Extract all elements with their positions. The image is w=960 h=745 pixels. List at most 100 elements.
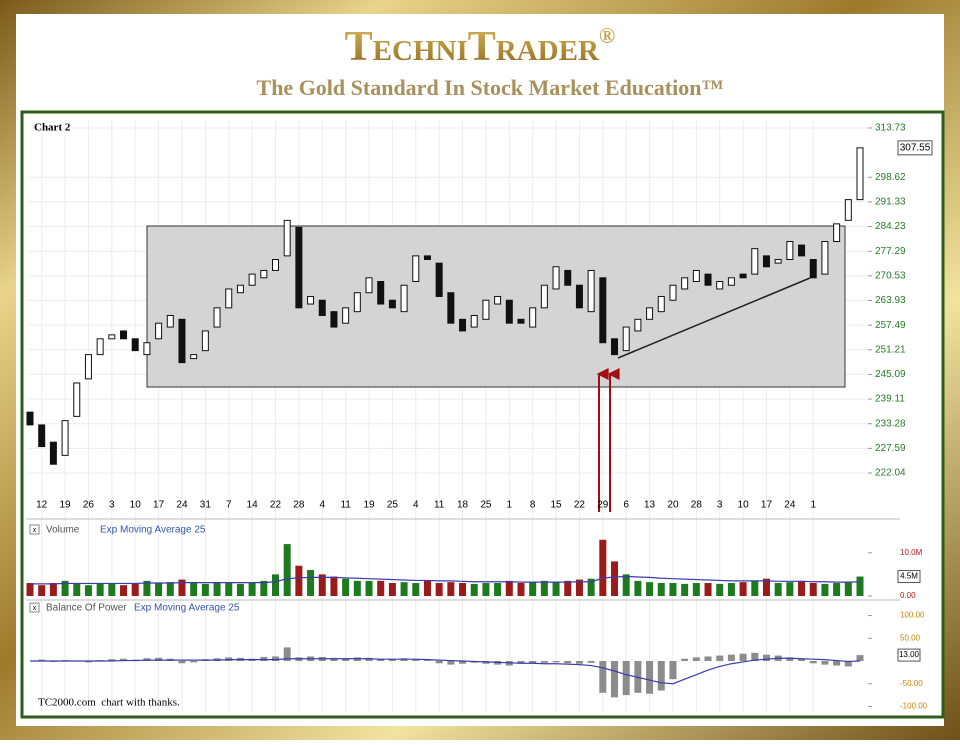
bar bbox=[424, 581, 431, 596]
bar bbox=[705, 656, 712, 661]
tagline: The Gold Standard In Stock Market Educat… bbox=[257, 75, 724, 100]
candle bbox=[763, 256, 769, 267]
y-tick-label: 227.59 bbox=[875, 443, 906, 454]
candle bbox=[144, 343, 150, 355]
x-tick-label: 12 bbox=[36, 500, 48, 511]
y-tick-label: 222.04 bbox=[875, 468, 906, 479]
candle bbox=[834, 224, 840, 242]
pane-indicator: Exp Moving Average 25 bbox=[100, 525, 206, 536]
x-tick-label: 1 bbox=[810, 500, 816, 511]
y-tick-label: 0.00 bbox=[900, 591, 916, 600]
candle bbox=[436, 263, 442, 296]
x-tick-label: 25 bbox=[480, 500, 492, 511]
bar bbox=[623, 574, 630, 596]
candle bbox=[413, 256, 419, 282]
x-tick-label: 26 bbox=[83, 500, 95, 511]
candle bbox=[237, 285, 243, 292]
bar bbox=[564, 581, 571, 596]
candle bbox=[775, 259, 781, 263]
bar bbox=[681, 659, 688, 661]
candle bbox=[787, 242, 793, 260]
bar bbox=[763, 655, 770, 661]
bar bbox=[295, 566, 302, 596]
candle bbox=[717, 282, 723, 289]
value-marker: 13.00 bbox=[899, 650, 920, 659]
bar bbox=[623, 661, 630, 695]
bar bbox=[705, 583, 712, 596]
brand: TechniTrader® bbox=[345, 23, 616, 70]
x-tick-label: 6 bbox=[623, 500, 629, 511]
candle bbox=[822, 242, 828, 275]
candle bbox=[612, 339, 618, 355]
y-tick-label: 233.28 bbox=[875, 418, 906, 429]
y-tick-label: 291.33 bbox=[875, 197, 906, 208]
candle bbox=[799, 245, 805, 256]
bar bbox=[857, 655, 864, 661]
candle bbox=[401, 285, 407, 311]
brand-name: TechniTrader bbox=[345, 24, 600, 70]
candle bbox=[389, 300, 395, 308]
y-tick-label: 263.93 bbox=[875, 295, 906, 306]
candle bbox=[156, 323, 162, 339]
bar bbox=[97, 583, 104, 596]
bar bbox=[634, 581, 641, 596]
candle bbox=[553, 267, 559, 289]
bar bbox=[494, 583, 501, 596]
value-marker: 4.5M bbox=[900, 572, 918, 581]
close-icon: x bbox=[33, 527, 37, 534]
x-tick-label: 3 bbox=[717, 500, 723, 511]
bar bbox=[751, 581, 758, 596]
bar bbox=[833, 583, 840, 596]
bar bbox=[214, 583, 221, 596]
bar bbox=[576, 661, 583, 664]
bar bbox=[272, 574, 279, 596]
y-tick-label: -100.00 bbox=[900, 702, 928, 711]
bar bbox=[178, 661, 185, 663]
candle bbox=[202, 331, 208, 351]
candle bbox=[424, 256, 430, 260]
x-tick-label: 24 bbox=[784, 500, 796, 511]
bar bbox=[740, 654, 747, 661]
bar bbox=[27, 583, 34, 596]
candle bbox=[27, 412, 33, 425]
y-tick-label: 50.00 bbox=[900, 633, 921, 642]
candle bbox=[495, 296, 501, 304]
bar bbox=[249, 583, 256, 596]
bar bbox=[342, 579, 349, 596]
bar bbox=[108, 584, 115, 596]
candle bbox=[647, 308, 653, 319]
bar bbox=[73, 583, 80, 596]
x-tick-label: 29 bbox=[597, 500, 609, 511]
candle bbox=[588, 270, 594, 311]
candle bbox=[670, 285, 676, 300]
x-tick-label: 7 bbox=[226, 500, 232, 511]
bar bbox=[541, 661, 548, 663]
x-tick-label: 1 bbox=[507, 500, 513, 511]
candle bbox=[857, 148, 863, 200]
x-tick-label: 4 bbox=[413, 500, 419, 511]
x-tick-label: 3 bbox=[109, 500, 115, 511]
candle bbox=[378, 282, 384, 305]
y-tick-label: 251.21 bbox=[875, 344, 906, 355]
y-tick-label: 10.0M bbox=[900, 548, 923, 557]
x-tick-label: 28 bbox=[691, 500, 703, 511]
candle bbox=[693, 270, 699, 281]
bar bbox=[541, 581, 548, 596]
candle bbox=[97, 339, 103, 355]
bar bbox=[786, 582, 793, 596]
candle bbox=[565, 270, 571, 285]
bar bbox=[237, 584, 244, 596]
candle bbox=[343, 308, 349, 323]
bar bbox=[366, 581, 373, 596]
bar bbox=[611, 661, 618, 697]
bar bbox=[377, 581, 384, 596]
candle bbox=[752, 249, 758, 274]
candle bbox=[167, 315, 173, 327]
bar bbox=[120, 585, 127, 596]
bar bbox=[447, 582, 454, 596]
x-tick-label: 22 bbox=[574, 500, 586, 511]
x-tick-label: 17 bbox=[153, 500, 165, 511]
candle bbox=[682, 278, 688, 289]
y-tick-label: 239.11 bbox=[875, 394, 905, 405]
